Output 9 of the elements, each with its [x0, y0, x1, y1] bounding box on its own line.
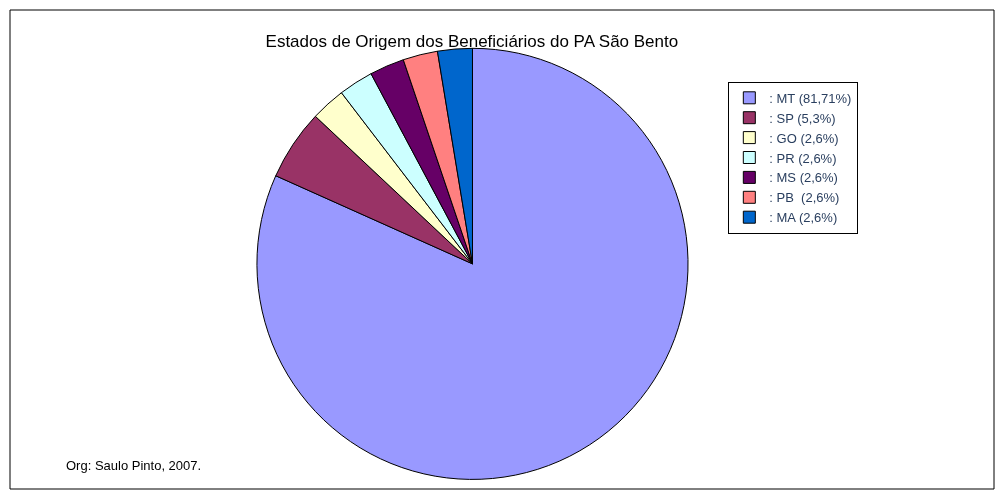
legend-label: : GO (2,6%)	[769, 130, 839, 146]
legend-label: : MA (2,6%)	[769, 210, 838, 226]
legend-label: : SP (5,3%)	[769, 110, 836, 126]
chart-title: Estados de Origem dos Beneficiários do PA São Bento	[265, 31, 679, 51]
legend-label: : PB (2,6%)	[769, 190, 840, 206]
legend-label: : MT (81,71%)	[769, 90, 852, 106]
text: Org: Saulo Pinto, 2007.	[66, 458, 202, 473]
legend-label: : MS (2,6%)	[769, 170, 838, 186]
legend-label: : PR (2,6%)	[769, 150, 837, 166]
